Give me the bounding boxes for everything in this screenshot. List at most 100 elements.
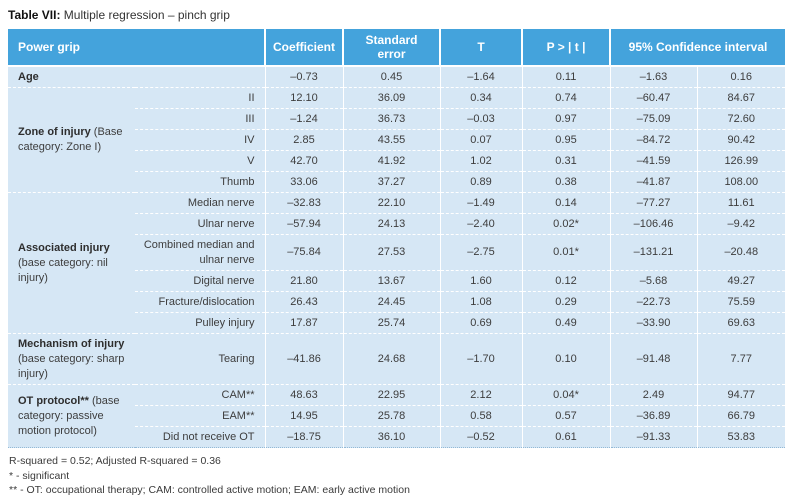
- t-cell: –0.03: [439, 108, 523, 130]
- std-error-cell: 27.53: [342, 234, 441, 271]
- t-cell: –2.40: [439, 213, 523, 235]
- t-cell: –1.49: [439, 192, 523, 214]
- table-row: Thumb 33.06 37.27 0.89 0.38 –41.87 108.0…: [8, 171, 786, 193]
- std-error-cell: 25.78: [342, 405, 441, 427]
- category-cell: Digital nerve: [135, 270, 266, 292]
- ci-low-cell: 2.49: [609, 384, 698, 406]
- table-row: III –1.24 36.73 –0.03 0.97 –75.09 72.60: [8, 108, 786, 130]
- coefficient-cell: –57.94: [264, 213, 344, 235]
- p-cell: 0.10: [521, 333, 611, 385]
- table-row: Did not receive OT –18.75 36.10 –0.52 0.…: [8, 426, 786, 448]
- table-row: Pulley injury 17.87 25.74 0.69 0.49 –33.…: [8, 312, 786, 334]
- ci-high-cell: 84.67: [696, 87, 786, 109]
- p-cell: 0.29: [521, 291, 611, 313]
- category-cell: Median nerve: [135, 192, 266, 214]
- category-cell: CAM**: [135, 384, 266, 406]
- table-body: Age –0.73 0.45 –1.64 0.11 –1.63 0.16 Zon…: [8, 66, 786, 448]
- p-cell: 0.04*: [521, 384, 611, 406]
- coefficient-cell: –41.86: [264, 333, 344, 385]
- group-note: (base category: passive motion protocol): [18, 394, 120, 437]
- ci-high-cell: –20.48: [696, 234, 786, 271]
- p-cell: 0.02*: [521, 213, 611, 235]
- p-cell: 0.12: [521, 270, 611, 292]
- column-header-std-error: Standard error: [342, 29, 441, 67]
- category-cell: Ulnar nerve: [135, 213, 266, 235]
- ci-high-cell: 108.00: [696, 171, 786, 193]
- coefficient-cell: 14.95: [264, 405, 344, 427]
- group-note: (Base category: Zone I): [18, 126, 123, 153]
- std-error-cell: 43.55: [342, 129, 441, 151]
- p-cell: 0.74: [521, 87, 611, 109]
- std-error-cell: 22.95: [342, 384, 441, 406]
- category-cell: III: [135, 108, 266, 130]
- coefficient-cell: 26.43: [264, 291, 344, 313]
- title-label: Table VII:: [8, 8, 61, 22]
- ci-low-cell: –1.63: [609, 66, 698, 88]
- footnote: ** - OT: occupational therapy; CAM: cont…: [9, 484, 410, 496]
- ci-high-cell: 94.77: [696, 384, 786, 406]
- footnotes: R-squared = 0.52; Adjusted R-squared = 0…: [8, 454, 785, 498]
- coefficient-cell: 33.06: [264, 171, 344, 193]
- title-text: Multiple regression – pinch grip: [63, 8, 230, 22]
- p-cell: 0.49: [521, 312, 611, 334]
- ci-high-cell: 126.99: [696, 150, 786, 172]
- table-row: Fracture/dislocation 26.43 24.45 1.08 0.…: [8, 291, 786, 313]
- table-row: Combined median and ulnar nerve –75.84 2…: [8, 234, 786, 271]
- category-cell: V: [135, 150, 266, 172]
- ci-low-cell: –33.90: [609, 312, 698, 334]
- ci-low-cell: –60.47: [609, 87, 698, 109]
- p-cell: 0.61: [521, 426, 611, 448]
- header-row: Power grip Coefficient Standard error T …: [8, 29, 786, 67]
- ci-low-cell: –5.68: [609, 270, 698, 292]
- std-error-cell: 24.13: [342, 213, 441, 235]
- table-row: IV 2.85 43.55 0.07 0.95 –84.72 90.42: [8, 129, 786, 151]
- ci-low-cell: –106.46: [609, 213, 698, 235]
- group-name: Associated injury: [18, 241, 110, 254]
- std-error-cell: 36.10: [342, 426, 441, 448]
- group-label-cell: Mechanism of injury (base category: shar…: [8, 333, 135, 385]
- page-title: Table VII: Multiple regression – pinch g…: [8, 8, 785, 22]
- p-cell: 0.57: [521, 405, 611, 427]
- t-cell: 0.58: [439, 405, 523, 427]
- ci-high-cell: 49.27: [696, 270, 786, 292]
- category-cell: II: [135, 87, 266, 109]
- ci-low-cell: –91.33: [609, 426, 698, 448]
- p-cell: 0.01*: [521, 234, 611, 271]
- category-cell: Thumb: [135, 171, 266, 193]
- column-header-p: P > | t |: [521, 29, 611, 67]
- p-cell: 0.11: [521, 66, 611, 88]
- category-cell: EAM**: [135, 405, 266, 427]
- category-cell: Pulley injury: [135, 312, 266, 334]
- table-row: OT protocol** (base category: passive mo…: [8, 384, 786, 448]
- std-error-cell: 22.10: [342, 192, 441, 214]
- group-label-cell: Age: [8, 66, 135, 88]
- ci-low-cell: –22.73: [609, 291, 698, 313]
- t-cell: –1.64: [439, 66, 523, 88]
- std-error-cell: 25.74: [342, 312, 441, 334]
- coefficient-cell: –1.24: [264, 108, 344, 130]
- group-label-cell: OT protocol** (base category: passive mo…: [8, 384, 135, 448]
- ci-high-cell: 66.79: [696, 405, 786, 427]
- group-name: Mechanism of injury: [18, 337, 125, 350]
- std-error-cell: 13.67: [342, 270, 441, 292]
- ci-high-cell: 11.61: [696, 192, 786, 214]
- ci-low-cell: –36.89: [609, 405, 698, 427]
- category-cell: IV: [135, 129, 266, 151]
- t-cell: 0.69: [439, 312, 523, 334]
- footnote: * - significant: [9, 469, 70, 482]
- group-name: Zone of injury: [18, 126, 91, 138]
- ci-low-cell: –41.87: [609, 171, 698, 193]
- t-cell: 1.60: [439, 270, 523, 292]
- ci-low-cell: –91.48: [609, 333, 698, 385]
- std-error-cell: 0.45: [342, 66, 441, 88]
- coefficient-cell: –32.83: [264, 192, 344, 214]
- column-header-ci: 95% Confidence interval: [609, 29, 786, 67]
- std-error-cell: 37.27: [342, 171, 441, 193]
- ci-high-cell: 75.59: [696, 291, 786, 313]
- category-cell: Fracture/dislocation: [135, 291, 266, 313]
- group-note: (base category: sharp injury): [18, 352, 125, 380]
- ci-high-cell: 0.16: [696, 66, 786, 88]
- table-row: Zone of injury (Base category: Zone I) I…: [8, 87, 786, 193]
- t-cell: –1.70: [439, 333, 523, 385]
